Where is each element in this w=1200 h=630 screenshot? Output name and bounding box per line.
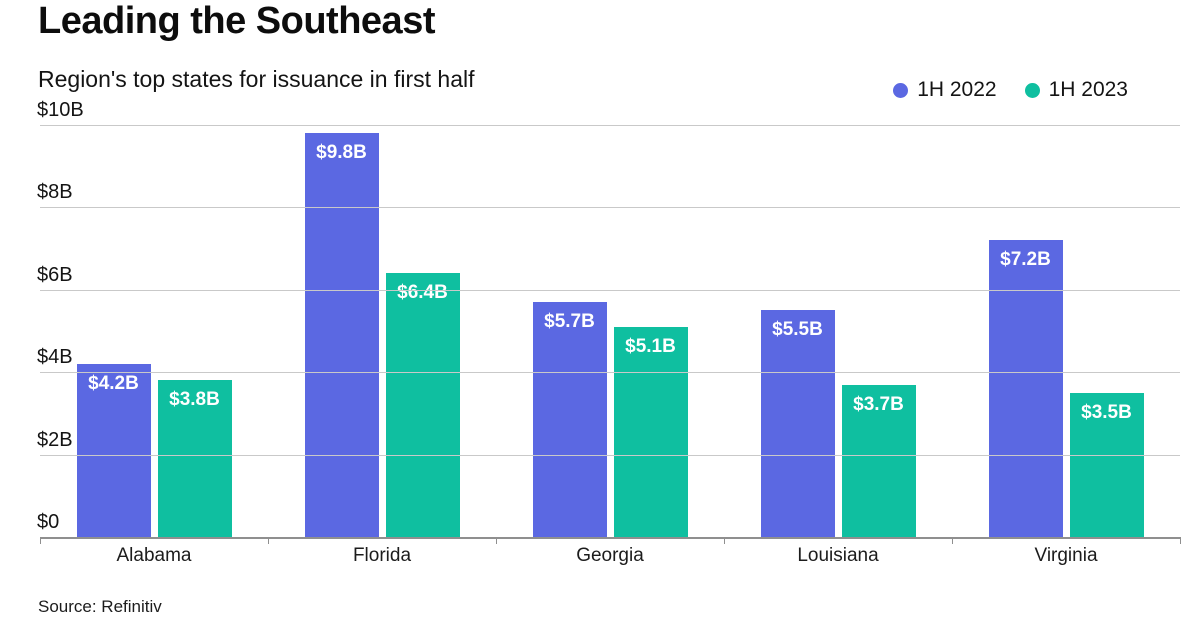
x-axis-baseline bbox=[40, 537, 1180, 539]
x-label-louisiana: Louisiana bbox=[797, 545, 879, 566]
x-axis-labels: Alabama Florida Georgia Louisiana Virginia bbox=[40, 545, 1180, 567]
bar-alabama-1h2022: $4.2B bbox=[76, 363, 151, 537]
y-tick-label-$0: $0 bbox=[37, 511, 60, 533]
bar-group-georgia: $5.7B $5.1B bbox=[496, 125, 724, 537]
chart-title: Leading the Southeast bbox=[38, 0, 435, 42]
y-tick-label-$2B: $2B bbox=[37, 428, 73, 451]
chart-subtitle: Region's top states for issuance in firs… bbox=[38, 66, 475, 92]
x-axis-tick bbox=[268, 537, 269, 544]
bar-louisiana-1h2023: $3.7B bbox=[841, 384, 916, 537]
gridline-$10B bbox=[40, 125, 1180, 126]
legend-item-1h2022: 1H 2022 bbox=[893, 78, 997, 102]
bar-florida-1h2023: $6.4B bbox=[385, 273, 460, 537]
bar-virginia-1h2022: $7.2B bbox=[988, 240, 1063, 537]
bar-group-virginia: $7.2B $3.5B bbox=[952, 125, 1180, 537]
bar-georgia-1h2023: $5.1B bbox=[613, 326, 688, 537]
bar-florida-1h2022: $9.8B bbox=[304, 133, 379, 537]
bar-value-label: $3.5B bbox=[1081, 401, 1132, 423]
x-label-alabama: Alabama bbox=[116, 545, 192, 566]
bar-value-label: $7.2B bbox=[1000, 249, 1051, 271]
bar-value-label: $4.2B bbox=[88, 372, 139, 394]
legend-label-1h2022: 1H 2022 bbox=[917, 78, 997, 101]
bar-value-label: $3.7B bbox=[853, 393, 904, 415]
gridline-$6B bbox=[40, 289, 1180, 291]
x-label-georgia: Georgia bbox=[576, 545, 644, 566]
bar-louisiana-1h2022: $5.5B bbox=[760, 310, 835, 537]
x-axis-tick bbox=[1180, 537, 1181, 544]
x-axis-tick bbox=[952, 537, 953, 544]
x-axis-tick bbox=[40, 537, 41, 544]
bar-alabama-1h2023: $3.8B bbox=[157, 380, 232, 537]
y-tick-label-$10B: $10B bbox=[37, 99, 84, 121]
legend-dot-1h2022 bbox=[893, 82, 909, 98]
bar-georgia-1h2022: $5.7B bbox=[532, 302, 607, 537]
x-axis-tick bbox=[724, 537, 725, 544]
plot-area: $4.2B $3.8B $9.8B $6.4B $5.7B $5.1B $5.5B $3.7B… bbox=[37, 99, 1181, 544]
x-label-florida: Florida bbox=[352, 545, 412, 566]
source-note: Source: Refinitiv bbox=[38, 597, 162, 616]
bar-value-label: $3.8B bbox=[169, 389, 220, 411]
y-tick-label-$6B: $6B bbox=[37, 263, 73, 286]
bar-group-louisiana: $5.5B $3.7B bbox=[724, 125, 952, 537]
legend-item-1h2023: 1H 2023 bbox=[1024, 78, 1128, 102]
legend-label-1h2023: 1H 2023 bbox=[1048, 78, 1128, 101]
bar-value-label: $5.1B bbox=[625, 335, 676, 357]
gridline-$8B bbox=[40, 207, 1180, 209]
legend: 1H 2022 1H 2023 bbox=[893, 78, 1128, 102]
bar-groups: $4.2B $3.8B $9.8B $6.4B $5.7B $5.1B $5.5B $3.7B… bbox=[40, 125, 1180, 537]
gridline-$4B bbox=[40, 372, 1180, 374]
bar-value-label: $9.8B bbox=[316, 142, 367, 164]
bar-value-label: $5.5B bbox=[772, 319, 823, 341]
bar-group-florida: $9.8B $6.4B bbox=[268, 125, 496, 537]
bar-value-label: $5.7B bbox=[544, 311, 595, 333]
bar-value-label: $6.4B bbox=[397, 282, 448, 304]
gridline-$2B bbox=[40, 454, 1180, 456]
bar-virginia-1h2023: $3.5B bbox=[1069, 392, 1144, 537]
y-tick-label-$8B: $8B bbox=[37, 181, 73, 204]
legend-dot-1h2023 bbox=[1024, 82, 1040, 98]
x-label-virginia: Virginia bbox=[1034, 545, 1098, 566]
x-axis-tick bbox=[496, 537, 497, 544]
bar-group-alabama: $4.2B $3.8B bbox=[40, 125, 268, 537]
y-tick-label-$4B: $4B bbox=[37, 346, 73, 369]
